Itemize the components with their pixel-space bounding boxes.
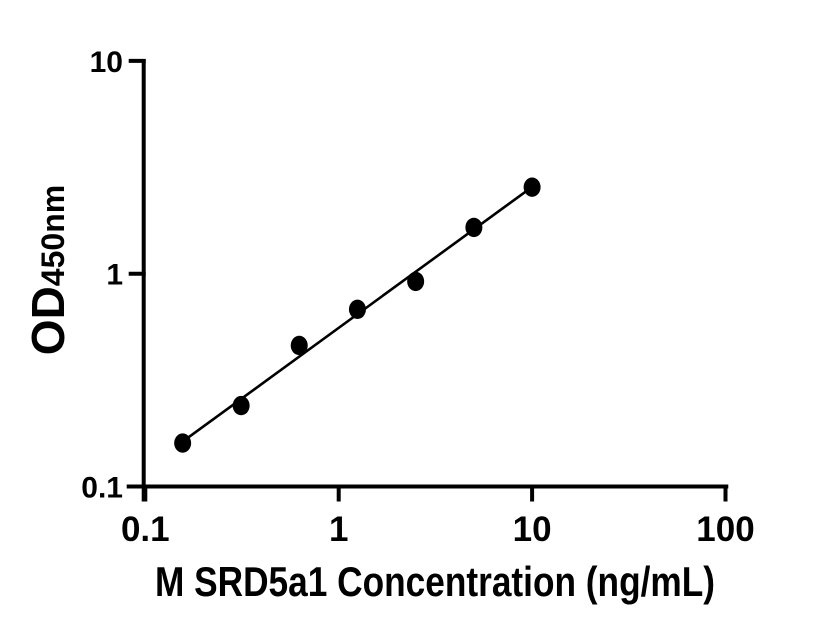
data-point	[232, 395, 250, 416]
x-axis-title: M SRD5a1 Concentration (ng/mL)	[155, 558, 715, 605]
y-tick-label-0.1: 0.1	[81, 472, 123, 505]
x-tick-label-10: 10	[513, 510, 552, 549]
data-point	[465, 217, 483, 238]
y-axis-title-main: OD	[22, 286, 74, 355]
data-point	[174, 433, 192, 453]
x-tick-label-1: 1	[329, 510, 348, 549]
y-tick-label-1: 1	[106, 259, 123, 292]
data-point	[523, 177, 541, 197]
x-tick-label-0.1: 0.1	[121, 510, 170, 549]
data-point	[407, 271, 425, 292]
data-point	[290, 335, 308, 356]
data-points-group	[174, 177, 541, 453]
x-tick-label-100: 100	[696, 510, 754, 549]
data-point	[348, 299, 366, 320]
y-axis-title: OD450nm	[22, 185, 74, 355]
axes	[126, 58, 729, 502]
y-tick-label-10: 10	[90, 46, 123, 79]
y-axis-title-sub: 450nm	[35, 185, 71, 286]
